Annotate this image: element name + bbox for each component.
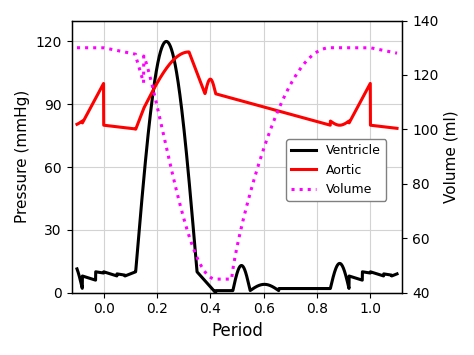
Aortic bbox=[74, 122, 80, 126]
Ventricle bbox=[327, 286, 332, 291]
Ventricle bbox=[91, 277, 96, 282]
Aortic bbox=[385, 125, 391, 130]
Volume bbox=[394, 51, 400, 55]
Ventricle bbox=[221, 289, 227, 293]
Volume bbox=[385, 49, 391, 53]
Line: Aortic: Aortic bbox=[77, 52, 397, 129]
Aortic bbox=[394, 126, 400, 131]
Y-axis label: Pressure (mmHg): Pressure (mmHg) bbox=[15, 90, 30, 223]
Aortic bbox=[327, 123, 332, 127]
Volume bbox=[74, 45, 80, 50]
Aortic bbox=[91, 100, 96, 105]
Volume bbox=[91, 45, 96, 50]
Ventricle bbox=[74, 267, 80, 271]
Aortic bbox=[133, 127, 138, 131]
Aortic bbox=[221, 94, 227, 98]
Ventricle bbox=[385, 272, 391, 277]
Ventricle bbox=[394, 272, 400, 276]
Volume bbox=[385, 49, 391, 54]
Aortic bbox=[186, 50, 192, 54]
Volume bbox=[213, 277, 219, 281]
Volume bbox=[326, 46, 332, 50]
Y-axis label: Volume (ml): Volume (ml) bbox=[444, 110, 459, 203]
Ventricle bbox=[164, 39, 169, 44]
Line: Volume: Volume bbox=[77, 48, 397, 279]
Ventricle bbox=[213, 290, 219, 295]
Aortic bbox=[230, 97, 236, 101]
Ventricle bbox=[230, 288, 236, 293]
Volume bbox=[221, 277, 227, 281]
Line: Ventricle: Ventricle bbox=[77, 42, 397, 293]
Legend: Ventricle, Aortic, Volume: Ventricle, Aortic, Volume bbox=[286, 140, 386, 201]
Volume bbox=[230, 268, 236, 272]
Aortic bbox=[385, 125, 391, 129]
X-axis label: Period: Period bbox=[211, 322, 263, 340]
Ventricle bbox=[385, 272, 391, 277]
